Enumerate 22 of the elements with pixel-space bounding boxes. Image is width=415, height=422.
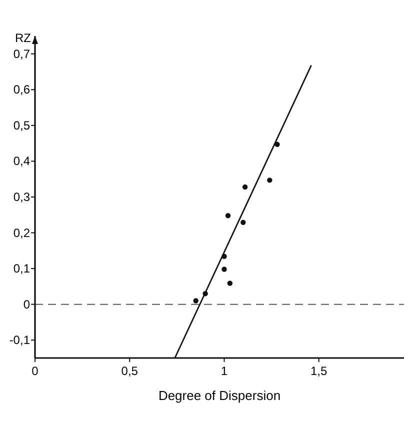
y-tick-label: 0,7 bbox=[13, 46, 30, 61]
y-axis-title: RZ bbox=[15, 31, 31, 45]
point bbox=[240, 220, 246, 225]
y-tick-label: 0,2 bbox=[13, 226, 30, 240]
point bbox=[225, 213, 231, 218]
y-tick-label: 0 bbox=[23, 297, 30, 312]
point bbox=[242, 184, 248, 190]
x-axis-title: Degree of Dispersion bbox=[158, 388, 281, 403]
y-tick-label: 0,1 bbox=[13, 262, 30, 276]
y-tick-label: 0,5 bbox=[13, 118, 30, 132]
point bbox=[193, 298, 198, 304]
y-tick-label: 0,4 bbox=[13, 154, 30, 168]
point bbox=[227, 280, 233, 286]
y-tick-label: 0,3 bbox=[13, 190, 30, 204]
x-tick-label: 1,5 bbox=[310, 364, 328, 378]
x-tick-label: 1 bbox=[220, 364, 228, 378]
y-tick-label: 0,6 bbox=[13, 82, 30, 97]
point bbox=[222, 266, 227, 272]
y-tick-label: -0,1 bbox=[9, 333, 30, 348]
x-tick-label: 0,5 bbox=[121, 364, 138, 378]
point bbox=[267, 178, 272, 183]
x-tick-label: 0 bbox=[32, 364, 39, 378]
